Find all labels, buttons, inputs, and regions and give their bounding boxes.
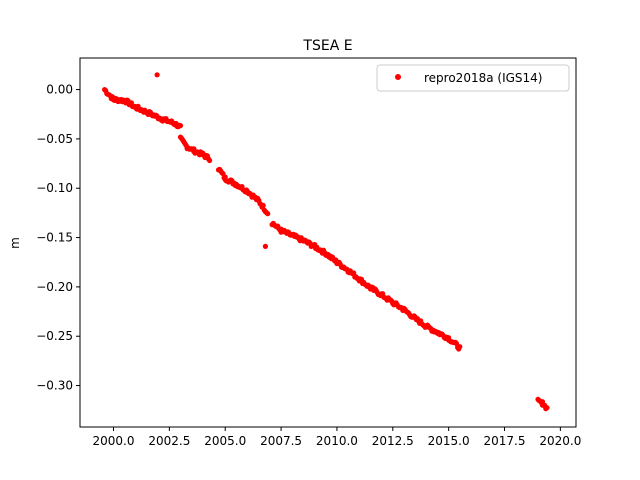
outlier-point [262,243,268,249]
x-axis: 2000.0 2002.5 2005.0 2007.5 2010.0 2012.5 2015… [93,427,581,448]
chart-title: TSEA E [302,38,352,54]
y-tick-label: −0.05 [36,132,73,146]
x-tick-label: 2005.0 [204,434,246,448]
legend-marker [395,74,401,80]
y-axis: 0.00 −0.05 −0.10 −0.15 −0.20 −0.25 −0.30 [36,83,80,393]
legend: repro2018a (IGS14) [376,64,570,92]
plot-frame [79,57,577,428]
data-point [265,211,271,217]
y-tick-label: −0.15 [36,231,73,245]
legend-box [376,64,570,92]
data-points [102,72,550,412]
x-tick-label: 2017.5 [484,434,526,448]
x-tick-label: 2012.5 [372,434,414,448]
x-tick-label: 2002.5 [148,434,190,448]
y-tick-label: 0.00 [46,83,73,97]
x-tick-label: 2010.0 [316,434,358,448]
x-tick-label: 2007.5 [260,434,302,448]
data-point [457,344,463,350]
data-point [260,202,266,209]
outlier-point [154,72,160,78]
y-tick-label: −0.25 [36,329,73,343]
y-tick-label: −0.20 [36,280,73,294]
y-tick-label: −0.10 [36,181,73,195]
y-tick-label: −0.30 [36,379,73,393]
x-tick-label: 2020.0 [539,434,581,448]
data-point [177,123,184,129]
x-tick-label: 2015.0 [428,434,470,448]
x-tick-label: 2000.0 [93,434,135,448]
data-point [207,157,213,164]
y-axis-label: m [8,237,22,249]
data-point [544,405,550,411]
legend-label: repro2018a (IGS14) [424,71,542,85]
